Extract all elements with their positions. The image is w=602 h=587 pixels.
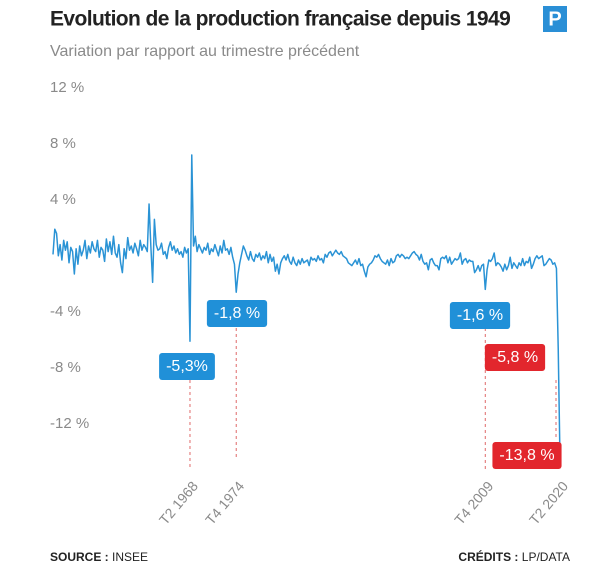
y-tick-label: -12 % [50,415,89,432]
annotation-label: -13,8 % [499,447,554,464]
credits-label: CRÉDITS : [458,549,518,564]
annotation: -13,8 % [492,442,562,469]
chart-subtitle: Variation par rapport au trimestre précé… [50,43,360,60]
line-series [52,154,561,461]
annotation: -5,3% [159,353,215,380]
x-tick-label: T4 2009 [451,478,496,528]
x-tick-label: T2 2020 [526,478,571,528]
credits: LP/DATA [522,550,570,564]
annotation: -1,8 % [206,300,268,327]
y-tick-label: 8 % [50,135,76,152]
footer-credits: CRÉDITS : LP/DATA [458,549,570,564]
chart-title: Evolution de la production française dep… [50,8,510,31]
annotation-label: -1,8 % [214,305,260,322]
annotation-box [484,344,546,371]
annotation-label: -1,6 % [457,307,503,324]
annotation-box [449,302,511,329]
logo-box [543,6,567,32]
x-tick-label: T2 1968 [156,478,201,528]
y-tick-label: 12 % [50,79,84,96]
source-label: SOURCE : [50,550,109,564]
x-tick-label: T4 1974 [202,478,247,528]
annotation-box [206,300,268,327]
logo: P [548,8,561,30]
y-tick-label: 4 % [50,191,76,208]
y-tick-label: -4 % [50,303,81,320]
footer-source: SOURCE : INSEE [50,550,148,564]
annotation-box [159,353,215,380]
annotation-label: -5,8 % [492,349,538,366]
annotation-label: -5,3% [166,358,208,375]
annotation-box [492,442,562,469]
y-tick-label: -8 % [50,359,81,376]
annotation: -1,6 % [449,302,511,329]
annotation: -5,8 % [484,344,546,371]
source: INSEE [112,550,148,564]
